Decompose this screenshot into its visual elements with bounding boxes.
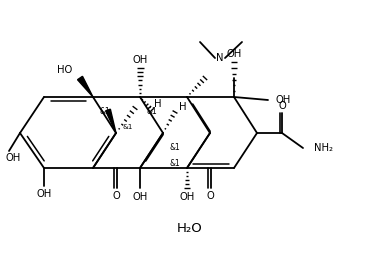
Text: HO: HO	[57, 65, 72, 75]
Text: OH: OH	[226, 49, 242, 59]
Text: H: H	[179, 102, 187, 112]
Text: &1: &1	[100, 108, 110, 117]
Polygon shape	[106, 109, 116, 133]
Text: H₂O: H₂O	[177, 221, 203, 235]
Polygon shape	[78, 76, 93, 97]
Text: O: O	[113, 191, 120, 201]
Text: &1: &1	[123, 124, 133, 130]
Text: NH₂: NH₂	[314, 143, 333, 153]
Text: OH: OH	[132, 192, 148, 202]
Text: OH: OH	[179, 192, 195, 202]
Text: OH: OH	[37, 189, 51, 199]
Text: O: O	[278, 101, 286, 111]
Text: &1: &1	[170, 144, 181, 153]
Text: H: H	[154, 99, 162, 109]
Text: O: O	[207, 191, 214, 201]
Text: OH: OH	[132, 55, 148, 65]
Text: N: N	[216, 53, 224, 63]
Text: OH: OH	[5, 153, 20, 163]
Text: &1: &1	[147, 108, 157, 117]
Text: &1: &1	[170, 159, 181, 168]
Text: OH: OH	[275, 95, 290, 105]
